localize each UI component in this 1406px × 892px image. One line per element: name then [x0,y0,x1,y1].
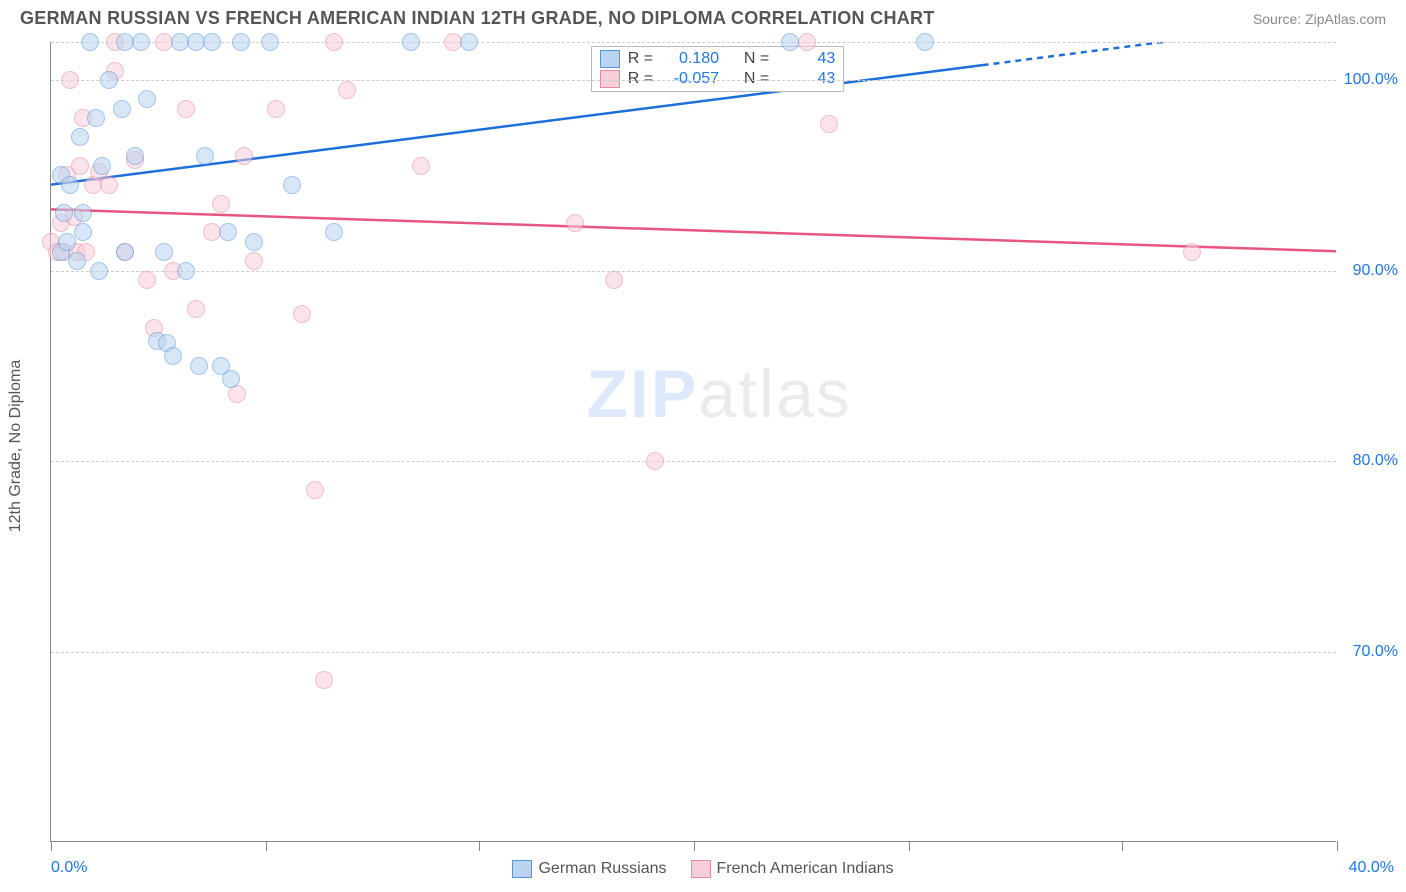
legend-corr-row: R = -0.057 N = 43 [598,69,838,89]
data-point [916,33,934,51]
data-point [177,100,195,118]
data-point [68,252,86,270]
data-point [116,243,134,261]
data-point [646,452,664,470]
legend-swatch [600,50,620,68]
legend-item: French American Indians [691,860,894,878]
y-tick-label: 100.0% [1344,71,1398,89]
data-point [293,305,311,323]
data-point [58,233,76,251]
gridline [51,461,1336,462]
data-point [138,90,156,108]
data-point [781,33,799,51]
data-point [306,481,324,499]
source-label: Source: ZipAtlas.com [1253,11,1386,27]
data-point [132,33,150,51]
data-point [138,271,156,289]
gridline [51,80,1336,81]
n-label: N = [744,50,769,68]
x-tick [909,841,910,851]
data-point [155,243,173,261]
data-point [267,100,285,118]
data-point [196,147,214,165]
data-point [74,223,92,241]
data-point [566,214,584,232]
plot: ZIPatlas R =0.180 N =43R =-0.057 N =43 7… [50,42,1336,842]
page-title: GERMAN RUSSIAN VS FRENCH AMERICAN INDIAN… [20,8,935,29]
data-point [55,204,73,222]
data-point [74,204,92,222]
data-point [219,223,237,241]
data-point [100,176,118,194]
data-point [402,33,420,51]
y-axis-label: 12th Grade, No Diploma [7,360,25,533]
x-tick [51,841,52,851]
data-point [81,33,99,51]
data-point [71,157,89,175]
data-point [798,33,816,51]
data-point [235,147,253,165]
data-point [605,271,623,289]
y-tick-label: 90.0% [1353,262,1398,280]
x-tick [1337,841,1338,851]
data-point [261,33,279,51]
data-point [190,357,208,375]
r-label: R = [628,50,653,68]
data-point [61,71,79,89]
r-label: R = [628,70,653,88]
data-point [177,262,195,280]
correlation-legend: R = 0.180 N = 43 R = -0.057 N = 43 [591,46,845,92]
x-tick [266,841,267,851]
data-point [232,33,250,51]
legend-swatch [600,70,620,88]
r-value: -0.057 [661,70,719,88]
n-value: 43 [777,70,835,88]
gridline [51,652,1336,653]
legend-swatch [512,860,532,878]
data-point [71,128,89,146]
chart-area: ZIPatlas R =0.180 N =43R =-0.057 N =43 7… [50,42,1336,842]
data-point [93,157,111,175]
data-point [164,347,182,365]
data-point [283,176,301,194]
n-value: 43 [777,50,835,68]
y-tick-label: 70.0% [1353,643,1398,661]
data-point [203,33,221,51]
r-value: 0.180 [661,50,719,68]
gridline [51,271,1336,272]
data-point [90,262,108,280]
data-point [1183,243,1201,261]
n-label: N = [744,70,769,88]
data-point [126,147,144,165]
data-point [61,176,79,194]
data-point [245,233,263,251]
legend-label: French American Indians [717,860,894,878]
x-tick [479,841,480,851]
legend-corr-row: R = 0.180 N = 43 [598,49,838,69]
data-point [245,252,263,270]
data-point [113,100,131,118]
data-point [212,195,230,213]
watermark: ZIPatlas [586,355,851,433]
y-tick-label: 80.0% [1353,452,1398,470]
legend-item: German Russians [512,860,666,878]
x-tick [694,841,695,851]
data-point [187,300,205,318]
legend-swatch [691,860,711,878]
x-tick [1122,841,1123,851]
data-point [338,81,356,99]
data-point [315,671,333,689]
data-point [87,109,105,127]
series-legend: German Russians French American Indians [0,860,1406,878]
data-point [412,157,430,175]
data-point [325,223,343,241]
data-point [460,33,478,51]
legend-label: German Russians [538,860,666,878]
data-point [820,115,838,133]
data-point [100,71,118,89]
data-point [222,370,240,388]
data-point [325,33,343,51]
